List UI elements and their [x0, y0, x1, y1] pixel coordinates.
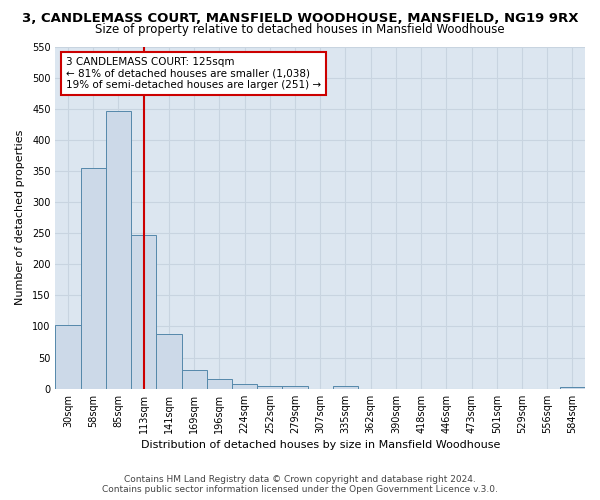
Text: 3 CANDLEMASS COURT: 125sqm
← 81% of detached houses are smaller (1,038)
19% of s: 3 CANDLEMASS COURT: 125sqm ← 81% of deta… [66, 57, 321, 90]
Bar [182, 370, 207, 388]
Bar [55, 324, 80, 388]
Bar [157, 334, 182, 388]
Text: Size of property relative to detached houses in Mansfield Woodhouse: Size of property relative to detached ho… [95, 22, 505, 36]
Bar [257, 386, 283, 388]
Bar [207, 380, 232, 388]
Bar [560, 387, 585, 388]
Bar [106, 110, 131, 388]
Bar [232, 384, 257, 388]
Bar [80, 168, 106, 388]
Text: 3, CANDLEMASS COURT, MANSFIELD WOODHOUSE, MANSFIELD, NG19 9RX: 3, CANDLEMASS COURT, MANSFIELD WOODHOUSE… [22, 12, 578, 26]
X-axis label: Distribution of detached houses by size in Mansfield Woodhouse: Distribution of detached houses by size … [140, 440, 500, 450]
Y-axis label: Number of detached properties: Number of detached properties [15, 130, 25, 306]
Bar [283, 386, 308, 388]
Bar [333, 386, 358, 388]
Text: Contains HM Land Registry data © Crown copyright and database right 2024.
Contai: Contains HM Land Registry data © Crown c… [102, 474, 498, 494]
Bar [131, 235, 157, 388]
